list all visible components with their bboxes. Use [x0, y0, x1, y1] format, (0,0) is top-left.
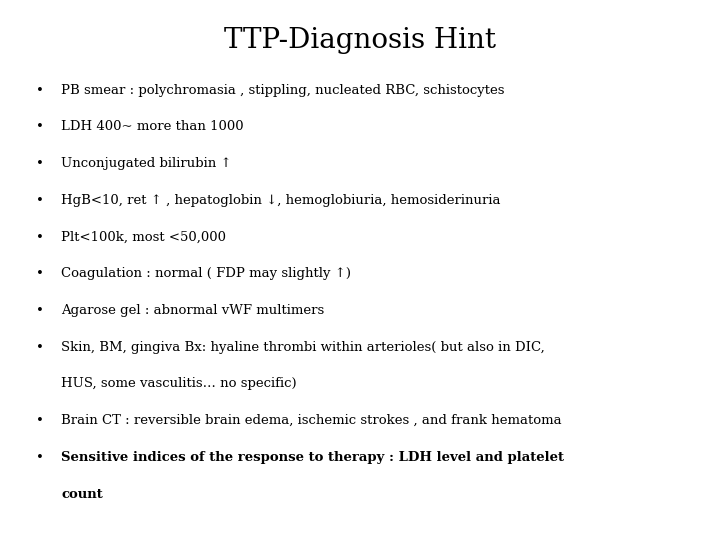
Text: Agarose gel : abnormal vWF multimers: Agarose gel : abnormal vWF multimers [61, 304, 325, 317]
Text: •: • [36, 231, 43, 244]
Text: •: • [36, 414, 43, 427]
Text: Unconjugated bilirubin ↑: Unconjugated bilirubin ↑ [61, 157, 232, 170]
Text: Sensitive indices of the response to therapy : LDH level and platelet: Sensitive indices of the response to the… [61, 451, 564, 464]
Text: •: • [36, 267, 43, 280]
Text: TTP-Diagnosis Hint: TTP-Diagnosis Hint [224, 27, 496, 54]
Text: Coagulation : normal ( FDP may slightly ↑): Coagulation : normal ( FDP may slightly … [61, 267, 351, 280]
Text: •: • [36, 451, 43, 464]
Text: •: • [36, 341, 43, 354]
Text: •: • [36, 120, 43, 133]
Text: Brain CT : reversible brain edema, ischemic strokes , and frank hematoma: Brain CT : reversible brain edema, ische… [61, 414, 562, 427]
Text: •: • [36, 157, 43, 170]
Text: •: • [36, 84, 43, 97]
Text: PB smear : polychromasia , stippling, nucleated RBC, schistocytes: PB smear : polychromasia , stippling, nu… [61, 84, 505, 97]
Text: HgB<10, ret ↑ , hepatoglobin ↓, hemoglobiuria, hemosiderinuria: HgB<10, ret ↑ , hepatoglobin ↓, hemoglob… [61, 194, 500, 207]
Text: LDH 400~ more than 1000: LDH 400~ more than 1000 [61, 120, 244, 133]
Text: Skin, BM, gingiva Bx: hyaline thrombi within arterioles( but also in DIC,: Skin, BM, gingiva Bx: hyaline thrombi wi… [61, 341, 545, 354]
Text: HUS, some vasculitis… no specific): HUS, some vasculitis… no specific) [61, 377, 297, 390]
Text: count: count [61, 488, 103, 501]
Text: Plt<100k, most <50,000: Plt<100k, most <50,000 [61, 231, 226, 244]
Text: •: • [36, 194, 43, 207]
Text: •: • [36, 304, 43, 317]
